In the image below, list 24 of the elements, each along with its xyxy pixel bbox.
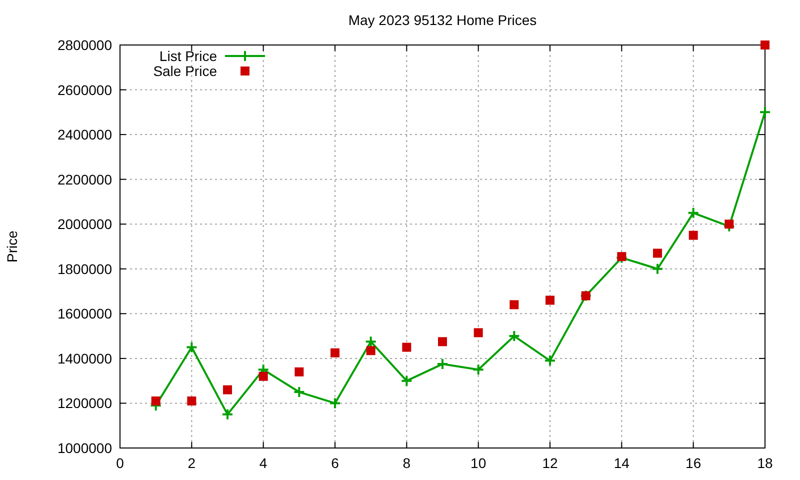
- y-tick-label: 2200000: [57, 171, 112, 188]
- x-tick-label: 4: [259, 455, 268, 471]
- y-tick-label: 1600000: [57, 306, 112, 322]
- legend-label: Sale Price: [153, 63, 218, 79]
- x-tick-label: 18: [757, 455, 773, 471]
- x-tick-label: 10: [470, 455, 486, 471]
- y-tick-label: 1200000: [57, 395, 112, 412]
- chart-title: May 2023 95132 Home Prices: [348, 12, 537, 28]
- y-tick-label: 2000000: [57, 216, 112, 232]
- x-tick-label: 6: [331, 455, 340, 471]
- legend-label: List Price: [159, 48, 218, 64]
- y-tick-label: 1000000: [57, 440, 112, 456]
- x-tick-label: 2: [188, 455, 196, 471]
- y-tick-label: 2600000: [57, 82, 112, 98]
- x-tick-label: 8: [402, 455, 411, 471]
- y-tick-label: 2400000: [57, 126, 112, 143]
- y-axis-title: Price: [4, 230, 20, 262]
- x-tick-label: 16: [686, 455, 702, 471]
- x-tick-label: 14: [614, 455, 630, 471]
- y-tick-label: 1800000: [57, 260, 112, 277]
- x-tick-label: 0: [116, 455, 124, 471]
- x-tick-label: 12: [542, 455, 558, 471]
- y-tick-label: 2800000: [57, 37, 112, 53]
- y-tick-label: 1400000: [57, 350, 112, 366]
